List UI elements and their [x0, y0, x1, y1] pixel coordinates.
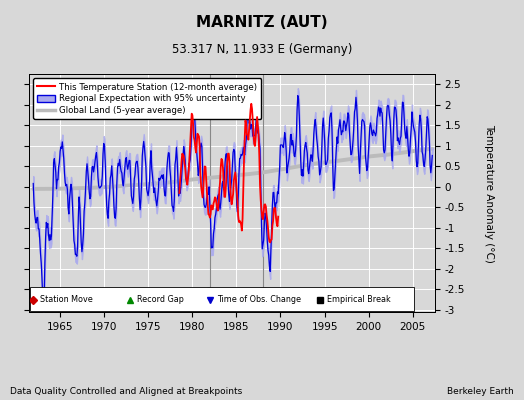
Text: 53.317 N, 11.933 E (Germany): 53.317 N, 11.933 E (Germany) — [172, 43, 352, 56]
Text: Record Gap: Record Gap — [137, 295, 184, 304]
Text: Time of Obs. Change: Time of Obs. Change — [217, 295, 301, 304]
Text: Empirical Break: Empirical Break — [327, 295, 391, 304]
Text: Data Quality Controlled and Aligned at Breakpoints: Data Quality Controlled and Aligned at B… — [10, 387, 243, 396]
Text: Berkeley Earth: Berkeley Earth — [447, 387, 514, 396]
Y-axis label: Temperature Anomaly (°C): Temperature Anomaly (°C) — [485, 124, 495, 262]
Text: MARNITZ (AUT): MARNITZ (AUT) — [196, 15, 328, 30]
Legend: This Temperature Station (12-month average), Regional Expectation with 95% uncer: This Temperature Station (12-month avera… — [33, 78, 261, 119]
Text: Station Move: Station Move — [40, 295, 93, 304]
FancyBboxPatch shape — [30, 287, 414, 311]
